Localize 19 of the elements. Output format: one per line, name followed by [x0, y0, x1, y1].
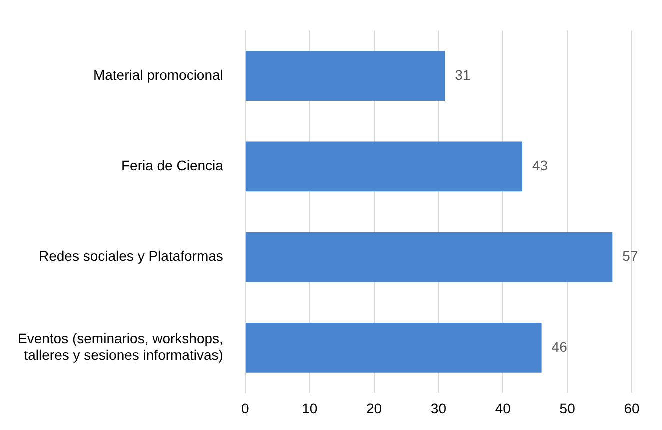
x-tick-label: 50 — [560, 400, 576, 416]
data-label: 57 — [622, 248, 638, 264]
y-tick-label: Feria de Ciencia — [121, 158, 224, 174]
bar — [246, 232, 613, 282]
data-label: 31 — [455, 66, 471, 83]
bar — [246, 51, 446, 102]
x-tick-label: 10 — [302, 400, 318, 416]
data-label: 43 — [532, 158, 548, 174]
x-tick-label: 0 — [242, 400, 250, 416]
y-tick-label: Material promocional — [93, 66, 224, 83]
x-tick-label: 40 — [495, 400, 512, 416]
x-tick-label: 60 — [624, 400, 640, 416]
bar — [246, 142, 522, 192]
bar — [246, 322, 542, 373]
y-tick-label: Eventos (seminarios, workshops, talleres y sesiones informativas) — [18, 330, 224, 364]
data-label: 46 — [552, 338, 568, 355]
y-tick-label: Redes sociales y Plataformas — [38, 248, 224, 264]
x-tick-label: 20 — [366, 400, 382, 416]
x-tick-label: 30 — [430, 400, 447, 416]
